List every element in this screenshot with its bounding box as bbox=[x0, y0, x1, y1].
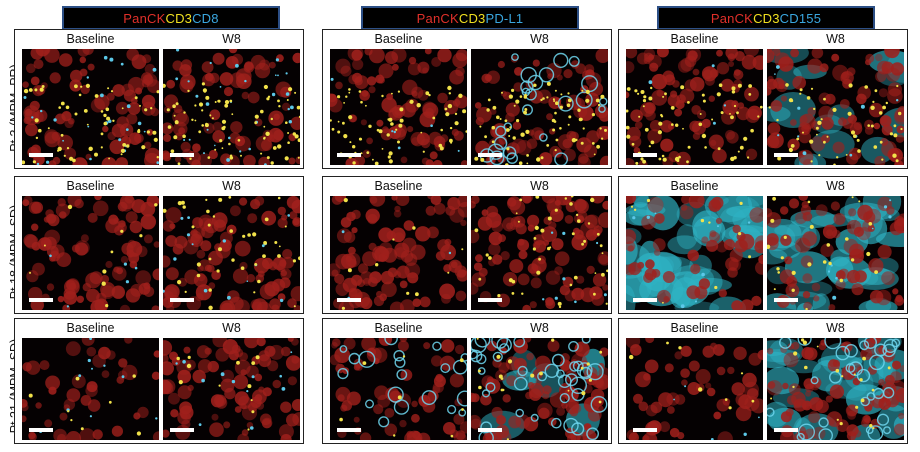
panel-pt3-pdl1: Baseline W8 bbox=[322, 29, 612, 169]
fluorescence-micrograph bbox=[767, 196, 904, 310]
baseline-label: Baseline bbox=[374, 321, 423, 335]
marker-cd8: CD8 bbox=[192, 10, 219, 26]
baseline-label: Baseline bbox=[374, 179, 423, 193]
scale-bar bbox=[478, 298, 502, 302]
fluorescence-micrograph bbox=[767, 338, 904, 440]
w8-label: W8 bbox=[530, 321, 549, 335]
w8-label: W8 bbox=[222, 321, 241, 335]
scale-bar bbox=[633, 298, 657, 302]
header-panck-cd3-cd8: PanCK CD3 CD8 bbox=[62, 6, 280, 30]
marker-panck: PanCK bbox=[123, 10, 166, 26]
scale-bar bbox=[337, 153, 361, 157]
w8-image bbox=[767, 338, 904, 440]
fluorescence-micrograph bbox=[163, 196, 300, 310]
w8-label: W8 bbox=[826, 179, 845, 193]
w8-label: W8 bbox=[222, 32, 241, 46]
marker-cd3: CD3 bbox=[458, 10, 486, 26]
baseline-label: Baseline bbox=[670, 321, 719, 335]
baseline-label: Baseline bbox=[670, 179, 719, 193]
w8-label: W8 bbox=[222, 179, 241, 193]
scale-bar bbox=[478, 153, 502, 157]
panel-pt3-cd155: Baseline W8 bbox=[618, 29, 908, 169]
fluorescence-micrograph bbox=[22, 338, 159, 440]
baseline-image bbox=[330, 49, 467, 165]
scale-bar bbox=[774, 298, 798, 302]
marker-cd3: CD3 bbox=[753, 10, 780, 26]
fluorescence-micrograph bbox=[22, 196, 159, 310]
w8-label: W8 bbox=[530, 179, 549, 193]
panel-pt21-cd8: Baseline W8 bbox=[14, 318, 304, 444]
w8-image bbox=[471, 338, 608, 440]
fluorescence-micrograph bbox=[626, 49, 763, 165]
panel-pt3-cd8: Baseline W8 bbox=[14, 29, 304, 169]
marker-panck: PanCK bbox=[416, 10, 459, 26]
scale-bar bbox=[337, 298, 361, 302]
fluorescence-micrograph bbox=[471, 196, 608, 310]
scale-bar bbox=[29, 153, 53, 157]
w8-image bbox=[471, 49, 608, 165]
fluorescence-micrograph bbox=[163, 338, 300, 440]
baseline-label: Baseline bbox=[66, 179, 115, 193]
scale-bar bbox=[170, 428, 194, 432]
marker-panck: PanCK bbox=[710, 10, 754, 26]
baseline-label: Baseline bbox=[66, 32, 115, 46]
w8-image bbox=[163, 196, 300, 310]
fluorescence-micrograph bbox=[767, 49, 904, 165]
scale-bar bbox=[774, 153, 798, 157]
w8-label: W8 bbox=[826, 321, 845, 335]
scale-bar bbox=[633, 153, 657, 157]
baseline-image bbox=[330, 338, 467, 440]
fluorescence-micrograph bbox=[163, 49, 300, 165]
scale-bar bbox=[29, 298, 53, 302]
scale-bar bbox=[774, 428, 798, 432]
scale-bar bbox=[478, 428, 502, 432]
baseline-image bbox=[330, 196, 467, 310]
baseline-image bbox=[626, 338, 763, 440]
w8-label: W8 bbox=[826, 32, 845, 46]
marker-cd155: CD155 bbox=[779, 10, 822, 26]
scale-bar bbox=[170, 298, 194, 302]
w8-label: W8 bbox=[530, 32, 549, 46]
header-panck-cd3-cd155: PanCK CD3 CD155 bbox=[657, 6, 875, 30]
panel-pt18-pdl1: Baseline W8 bbox=[322, 176, 612, 314]
marker-cd3: CD3 bbox=[165, 10, 193, 26]
scale-bar bbox=[633, 428, 657, 432]
baseline-image bbox=[22, 49, 159, 165]
scale-bar bbox=[170, 153, 194, 157]
panel-pt18-cd8: Baseline W8 bbox=[14, 176, 304, 314]
fluorescence-micrograph bbox=[330, 196, 467, 310]
w8-image bbox=[163, 338, 300, 440]
header-panck-cd3-pdl1: PanCK CD3 PD-L1 bbox=[361, 6, 579, 30]
baseline-image bbox=[22, 196, 159, 310]
fluorescence-micrograph bbox=[330, 338, 467, 440]
panel-pt21-cd155: Baseline W8 bbox=[618, 318, 908, 444]
baseline-image bbox=[626, 49, 763, 165]
baseline-label: Baseline bbox=[374, 32, 423, 46]
fluorescence-micrograph bbox=[330, 49, 467, 165]
w8-image bbox=[471, 196, 608, 310]
w8-image bbox=[767, 49, 904, 165]
fluorescence-micrograph bbox=[471, 338, 608, 440]
w8-image bbox=[767, 196, 904, 310]
fluorescence-micrograph bbox=[626, 196, 763, 310]
scale-bar bbox=[29, 428, 53, 432]
scale-bar bbox=[337, 428, 361, 432]
fluorescence-micrograph bbox=[22, 49, 159, 165]
w8-image bbox=[163, 49, 300, 165]
panel-pt18-cd155: Baseline W8 bbox=[618, 176, 908, 314]
baseline-label: Baseline bbox=[66, 321, 115, 335]
fluorescence-micrograph bbox=[626, 338, 763, 440]
panel-pt21-pdl1: Baseline W8 bbox=[322, 318, 612, 444]
baseline-label: Baseline bbox=[670, 32, 719, 46]
baseline-image bbox=[22, 338, 159, 440]
marker-pdl1: PD-L1 bbox=[485, 10, 524, 26]
fluorescence-micrograph bbox=[474, 49, 608, 165]
baseline-image bbox=[626, 196, 763, 310]
